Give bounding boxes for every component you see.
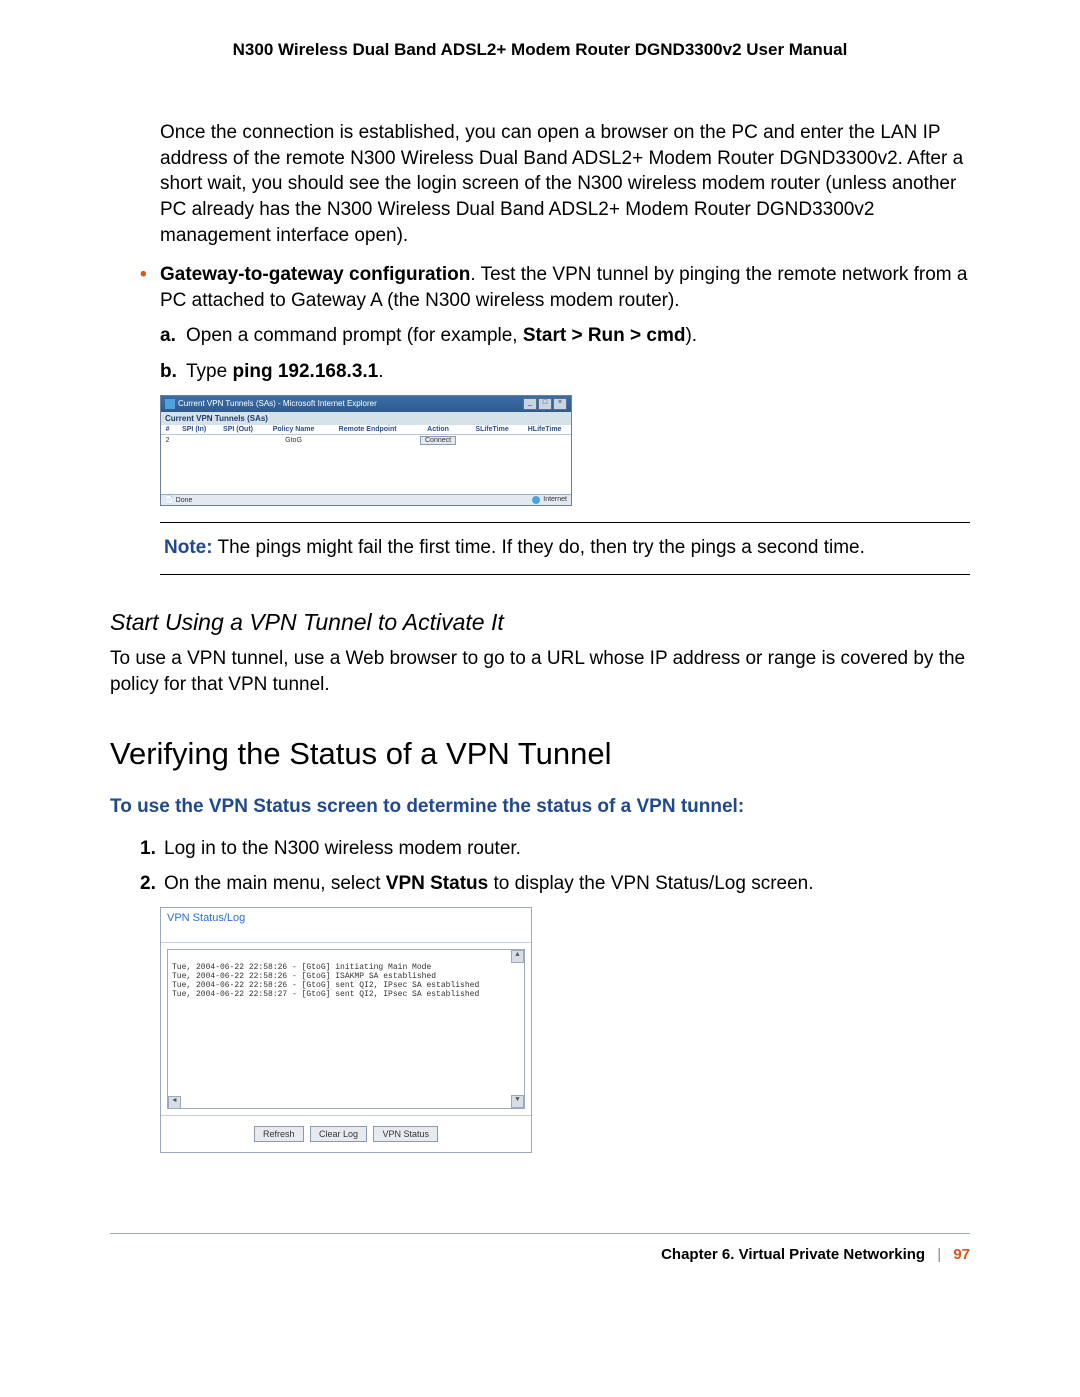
- heading-start-using: Start Using a VPN Tunnel to Activate It: [110, 609, 970, 636]
- log-line-1: Tue, 2004-06-22 22:58:26 - [GtoG] ISAKMP…: [172, 972, 436, 981]
- cell-num: 2: [161, 434, 174, 446]
- vpn-log-textarea[interactable]: Tue, 2004-06-22 22:58:26 - [GtoG] initia…: [167, 949, 525, 1109]
- blue-lead: To use the VPN Status screen to determin…: [110, 796, 970, 818]
- vpn-status-screenshot: VPN Status/Log Tue, 2004-06-22 22:58:26 …: [160, 907, 532, 1153]
- note-text: The pings might fail the first time. If …: [213, 537, 865, 558]
- ie-logo-icon: [165, 399, 175, 409]
- col-policy: Policy Name: [262, 425, 325, 435]
- substep-a-bold: Start > Run > cmd: [523, 325, 686, 346]
- vpn-tunnels-table: # SPI (In) SPI (Out) Policy Name Remote …: [161, 425, 571, 446]
- num-2-pre: On the main menu, select: [164, 873, 386, 894]
- cell-policy: GtoG: [262, 434, 325, 446]
- connect-button[interactable]: Connect: [420, 436, 456, 445]
- col-slife: SLifeTime: [466, 425, 518, 435]
- ie-titlebar: Current VPN Tunnels (SAs) - Microsoft In…: [161, 396, 571, 412]
- maximize-icon[interactable]: □: [538, 398, 552, 410]
- table-row: 2 GtoG Connect: [161, 434, 571, 446]
- num-2-post: to display the VPN Status/Log screen.: [488, 873, 813, 894]
- scroll-down-icon[interactable]: ▼: [511, 1095, 524, 1108]
- col-spi-out: SPI (Out): [214, 425, 262, 435]
- substep-b-pre: Type: [186, 361, 232, 382]
- clear-log-button[interactable]: Clear Log: [310, 1126, 367, 1142]
- page-footer: Chapter 6. Virtual Private Networking | …: [110, 1233, 970, 1263]
- internet-zone-icon: [532, 496, 540, 504]
- heading-verifying: Verifying the Status of a VPN Tunnel: [110, 736, 970, 772]
- note-label: Note:: [164, 537, 213, 558]
- log-line-3: Tue, 2004-06-22 22:58:27 - [GtoG] sent Q…: [172, 990, 479, 999]
- num-1-label: 1.: [140, 836, 164, 862]
- ie-statusbar: 📄 Done Internet: [161, 494, 571, 505]
- minimize-icon[interactable]: _: [523, 398, 537, 410]
- ie-subheader: Current VPN Tunnels (SAs): [161, 412, 571, 425]
- num-step-1: 1. Log in to the N300 wireless modem rou…: [140, 836, 970, 862]
- footer-sep: |: [937, 1246, 941, 1263]
- substep-a-post: ).: [685, 325, 697, 346]
- ie-title-text: Current VPN Tunnels (SAs) - Microsoft In…: [178, 399, 377, 408]
- substep-b-post: .: [378, 361, 383, 382]
- footer-chapter: Chapter 6. Virtual Private Networking: [661, 1246, 925, 1263]
- ie-screenshot: Current VPN Tunnels (SAs) - Microsoft In…: [160, 395, 970, 506]
- doc-header: N300 Wireless Dual Band ADSL2+ Modem Rou…: [110, 40, 970, 60]
- col-action: Action: [410, 425, 466, 435]
- substep-b: b. Type ping 192.168.3.1.: [160, 359, 970, 385]
- ie-status-right: Internet: [543, 496, 567, 503]
- note-block: Note: The pings might fail the first tim…: [160, 522, 970, 576]
- col-remote: Remote Endpoint: [325, 425, 410, 435]
- substep-a-label: a.: [160, 323, 186, 349]
- col-hlife: HLifeTime: [518, 425, 571, 435]
- col-spi-in: SPI (In): [174, 425, 214, 435]
- bullet-gateway-config: • Gateway-to-gateway configuration. Test…: [140, 262, 970, 313]
- close-icon[interactable]: ×: [553, 398, 567, 410]
- substep-b-bold: ping 192.168.3.1: [232, 361, 378, 382]
- substep-b-label: b.: [160, 359, 186, 385]
- vpn-panel-title: VPN Status/Log: [161, 908, 531, 943]
- num-2-bold: VPN Status: [386, 873, 488, 894]
- substep-a-pre: Open a command prompt (for example,: [186, 325, 523, 346]
- bullet-dot-icon: •: [140, 262, 160, 313]
- num-step-2: 2. On the main menu, select VPN Status t…: [140, 871, 970, 897]
- footer-page-number: 97: [953, 1246, 970, 1263]
- intro-paragraph: Once the connection is established, you …: [160, 120, 970, 248]
- log-line-2: Tue, 2004-06-22 22:58:26 - [GtoG] sent Q…: [172, 981, 479, 990]
- substep-a: a. Open a command prompt (for example, S…: [160, 323, 970, 349]
- h3-paragraph: To use a VPN tunnel, use a Web browser t…: [110, 646, 970, 697]
- bullet-lead-bold: Gateway-to-gateway configuration: [160, 264, 470, 285]
- num-2-label: 2.: [140, 871, 164, 897]
- scroll-left-icon[interactable]: ◄: [168, 1096, 181, 1109]
- refresh-button[interactable]: Refresh: [254, 1126, 304, 1142]
- vpn-status-button[interactable]: VPN Status: [373, 1126, 438, 1142]
- scroll-up-icon[interactable]: ▲: [511, 950, 524, 963]
- log-line-0: Tue, 2004-06-22 22:58:26 - [GtoG] initia…: [172, 963, 431, 972]
- ie-status-left: Done: [176, 497, 193, 504]
- col-num: #: [161, 425, 174, 435]
- num-1-text: Log in to the N300 wireless modem router…: [164, 836, 970, 862]
